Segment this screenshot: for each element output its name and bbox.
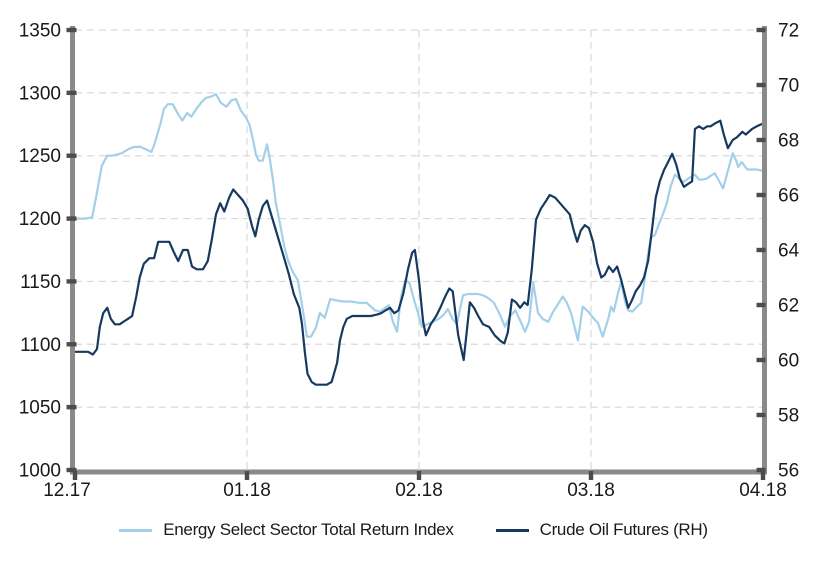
left-axis-tick — [66, 216, 77, 221]
right-axis-tick — [756, 192, 766, 198]
right-axis-tick — [756, 467, 766, 473]
x-axis-tick-label: 04.18 — [739, 480, 787, 501]
left-axis-tick — [66, 404, 77, 410]
left-axis-tick-label: 1200 — [19, 209, 61, 230]
right-axis-tick — [756, 247, 766, 253]
left-axis-tick-label: 1000 — [19, 461, 61, 482]
right-axis-tick — [756, 302, 766, 308]
right-axis-tick — [756, 27, 766, 33]
left-axis-tick — [66, 279, 77, 284]
right-axis-tick-label: 56 — [778, 461, 799, 482]
crude-oil-legend-label: Crude Oil Futures (RH) — [539, 520, 708, 539]
chart-legend: Energy Select Sector Total Return Index … — [0, 506, 827, 554]
x-axis-tick — [72, 471, 78, 480]
right-axis-tick-label: 66 — [778, 186, 799, 207]
x-axis-tick — [244, 471, 250, 480]
left-axis-tick — [66, 27, 77, 33]
right-axis-tick-label: 64 — [778, 241, 800, 262]
left-axis-tick-label: 1150 — [20, 272, 61, 293]
right-axis-tick — [756, 137, 766, 143]
x-axis-tick — [588, 471, 594, 480]
right-axis-tick-label: 70 — [778, 76, 799, 97]
left-axis-tick-label: 1300 — [19, 83, 61, 104]
right-axis-tick-label: 68 — [778, 131, 799, 152]
left-axis-tick-label: 1350 — [19, 21, 61, 42]
x-axis-tick-label: 12.17 — [43, 480, 91, 501]
right-axis-tick-label: 62 — [778, 296, 799, 317]
left-axis-tick-label: 1050 — [19, 398, 61, 419]
legend-item-energy-index: Energy Select Sector Total Return Index — [119, 520, 454, 540]
left-axis-bar — [70, 26, 75, 475]
x-axis-tick — [416, 471, 422, 480]
energy-legend-label: Energy Select Sector Total Return Index — [163, 520, 454, 539]
right-axis-tick-label: 72 — [778, 21, 799, 42]
crude-oil-line-swatch — [495, 528, 529, 532]
x-axis-tick-label: 02.18 — [395, 480, 443, 501]
right-axis-tick-label: 58 — [778, 406, 799, 427]
dual-axis-line-chart: 1350 1300 1250 1200 1150 1100 1050 1000 72 70 68 66… — [19, 21, 800, 502]
crude-oil-series-line — [73, 119, 765, 386]
x-axis-tick-label: 01.18 — [223, 480, 271, 501]
right-axis-tick — [756, 357, 766, 363]
left-axis-tick — [66, 90, 77, 96]
legend-item-crude-oil: Crude Oil Futures (RH) — [495, 520, 708, 540]
x-axis-tick — [760, 471, 766, 480]
right-axis-tick — [756, 82, 766, 88]
x-axis-tick-label: 03.18 — [567, 480, 615, 501]
right-axis-tick — [756, 412, 766, 418]
left-axis-tick — [66, 467, 77, 473]
left-axis-tick — [66, 342, 77, 347]
left-axis-tick-label: 1100 — [20, 335, 61, 356]
energy-line-swatch — [119, 528, 153, 532]
left-axis-tick — [66, 153, 77, 158]
energy-index-series-line — [73, 92, 765, 342]
left-axis-tick-label: 1250 — [19, 146, 61, 167]
right-axis-tick-label: 60 — [778, 351, 799, 372]
